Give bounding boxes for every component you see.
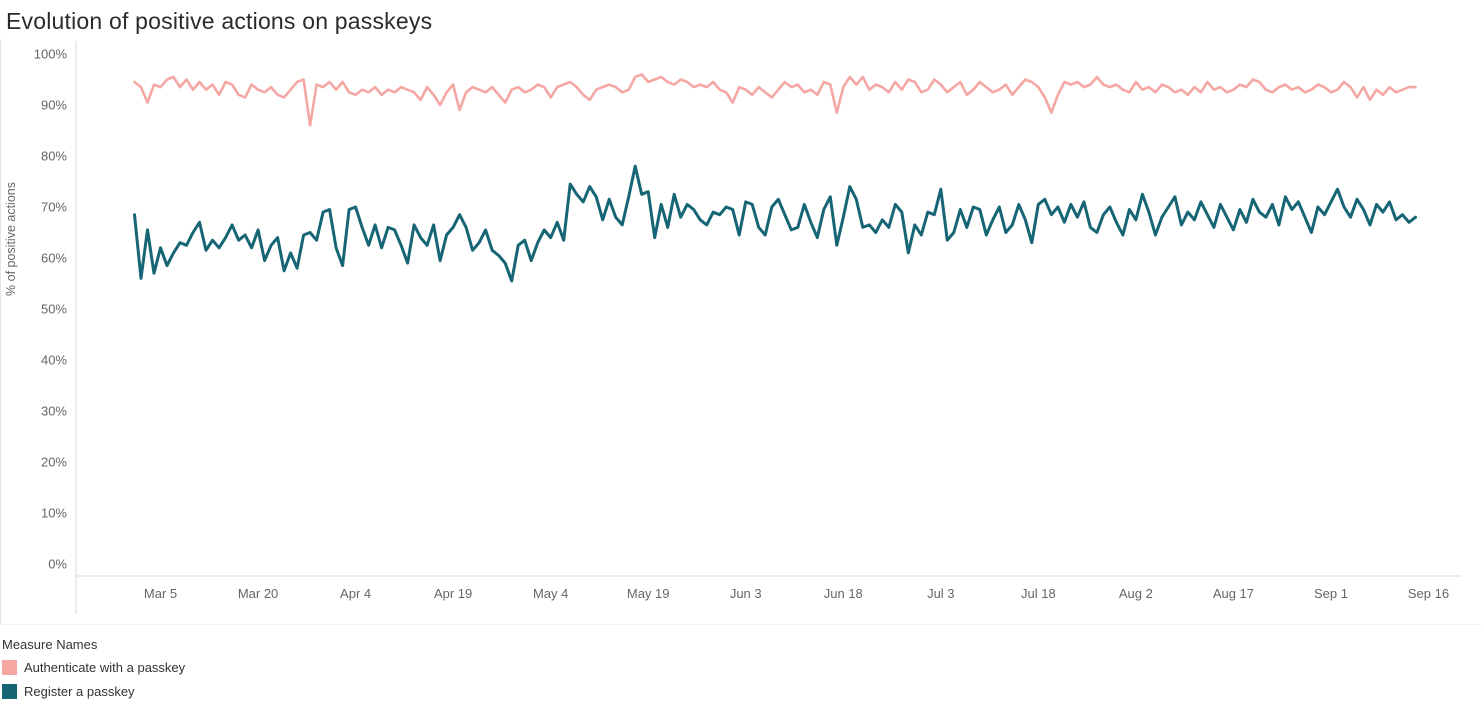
y-axis-title: % of positive actions	[4, 182, 18, 296]
x-tick-label: Jul 3	[927, 586, 954, 601]
y-tick-label: 30%	[41, 404, 67, 419]
x-tick-label: Mar 5	[144, 586, 177, 601]
y-tick-label: 70%	[41, 200, 67, 215]
x-tick-label: Mar 20	[238, 586, 278, 601]
x-tick-label: Jul 18	[1021, 586, 1056, 601]
chart-area: 0% 10% 20% 30% 40% 50% 60% 70% 80% 90% 100% Mar 5 Ma…	[0, 39, 1482, 624]
x-tick-label: Apr 4	[340, 586, 371, 601]
x-tick-label: Jun 18	[824, 586, 863, 601]
y-tick-label: 40%	[41, 353, 67, 368]
y-tick-label: 0%	[48, 557, 67, 572]
y-tick-label: 100%	[34, 47, 68, 62]
legend-title: Measure Names	[2, 637, 98, 652]
x-tick-label: May 4	[533, 586, 568, 601]
series-line-register[interactable]	[133, 164, 1417, 283]
legend: Measure Names Authenticate with a passke…	[0, 624, 1482, 699]
x-tick-label: Sep 16	[1408, 586, 1449, 601]
page-title: Evolution of positive actions on passkey…	[6, 8, 433, 34]
legend-label-authenticate: Authenticate with a passkey	[24, 660, 186, 675]
line-chart[interactable]: 0% 10% 20% 30% 40% 50% 60% 70% 80% 90% 100% Mar 5 Ma…	[1, 39, 1482, 624]
legend-item-register[interactable]: Register a passkey	[2, 684, 1482, 699]
x-tick-label: Aug 17	[1213, 586, 1254, 601]
x-tick-label: Jun 3	[730, 586, 762, 601]
x-tick-label: May 19	[627, 586, 670, 601]
legend-label-register: Register a passkey	[24, 684, 135, 699]
y-tick-label: 80%	[41, 149, 67, 164]
x-tick-label: Aug 2	[1119, 586, 1153, 601]
y-tick-label: 50%	[41, 302, 67, 317]
series-line-authenticate[interactable]	[133, 73, 1417, 127]
y-tick-label: 20%	[41, 455, 67, 470]
y-tick-label: 10%	[41, 506, 67, 521]
x-tick-label: Sep 1	[1314, 586, 1348, 601]
legend-swatch-register	[2, 684, 17, 699]
legend-swatch-authenticate	[2, 660, 17, 675]
legend-item-authenticate[interactable]: Authenticate with a passkey	[2, 660, 1482, 675]
x-tick-label: Apr 19	[434, 586, 472, 601]
y-tick-label: 60%	[41, 251, 67, 266]
y-tick-label: 90%	[41, 98, 67, 113]
